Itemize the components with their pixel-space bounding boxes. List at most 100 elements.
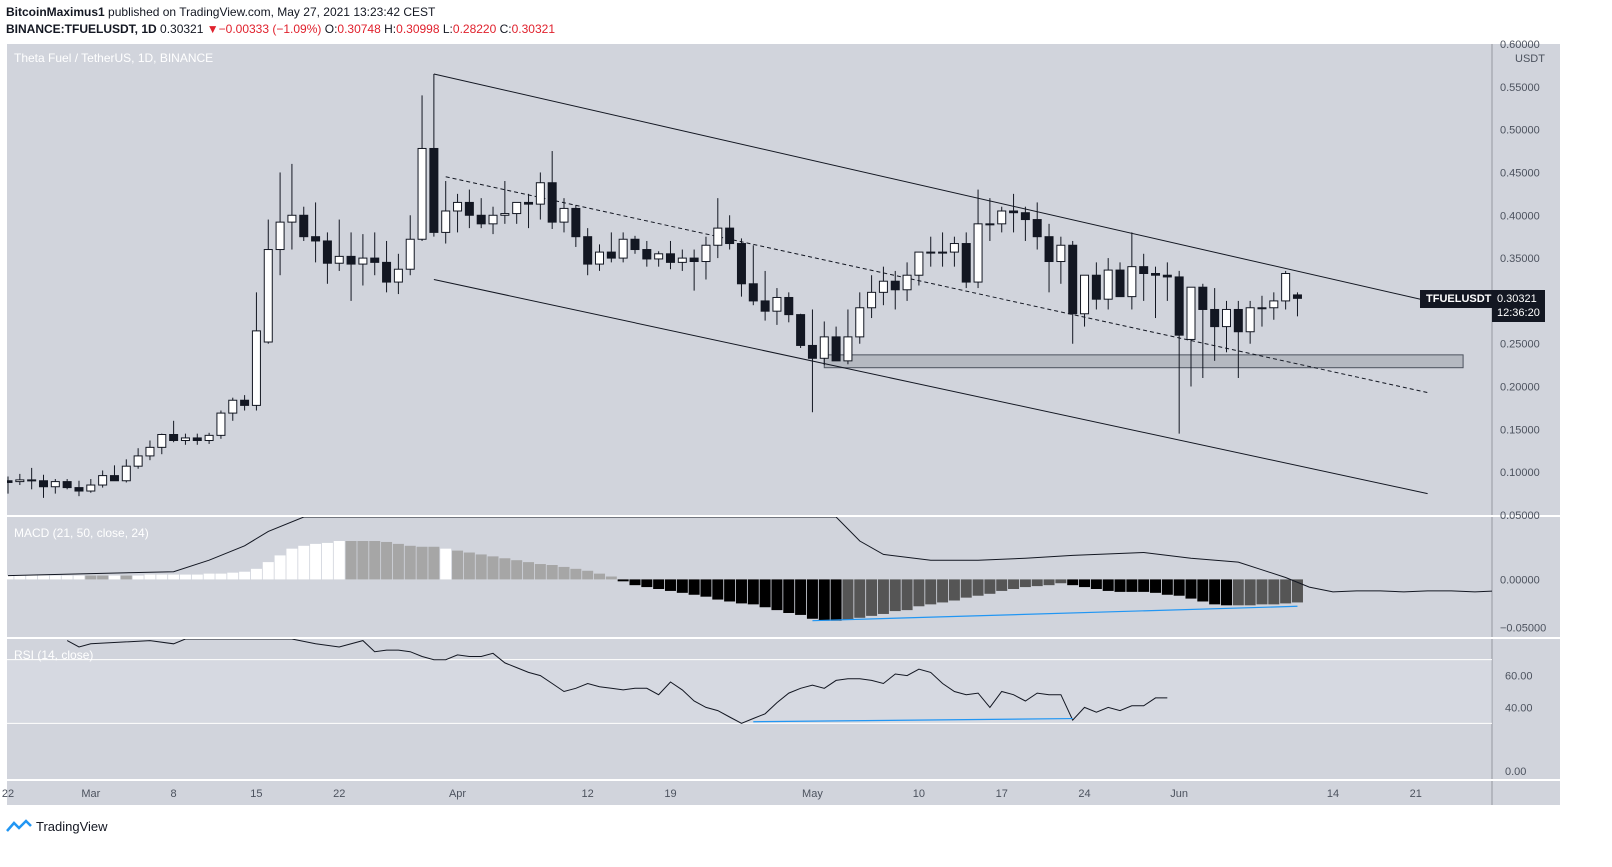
macd-bar-positive — [97, 575, 109, 580]
candle-up — [973, 223, 983, 283]
publish-text: published on TradingView.com, May 27, 20… — [108, 5, 436, 19]
candle-up — [1257, 307, 1267, 310]
macd-bar-positive — [594, 573, 605, 580]
candle-up — [263, 249, 273, 343]
candle-down — [1091, 274, 1101, 300]
macd-bar-positive — [487, 556, 499, 580]
macd-bar-positive — [558, 566, 570, 580]
macd-bar-negative — [664, 579, 676, 591]
candle-up — [228, 399, 238, 414]
rsi-axis-tick: 60.00 — [1505, 671, 1533, 683]
candle-down — [831, 336, 841, 362]
candle-down — [725, 227, 735, 245]
macd-bar-positive — [144, 574, 156, 580]
candle-up — [15, 479, 25, 483]
candle-up — [1221, 308, 1231, 328]
symbol-line: BINANCE:TFUELUSDT, 1D — [6, 22, 157, 36]
rsi-band-fill — [7, 659, 1492, 724]
candle-up — [997, 210, 1007, 225]
price-tag-value: 0.30321 12:36:20 — [1492, 290, 1545, 323]
macd-bar-negative — [818, 579, 830, 621]
low-label: L: — [442, 22, 453, 36]
macd-bar-positive — [156, 574, 168, 580]
candle-down — [62, 481, 72, 489]
macd-bar-negative — [1031, 579, 1043, 587]
candle-down — [1198, 286, 1208, 310]
candle-down — [583, 236, 593, 265]
macd-bar-negative — [641, 579, 653, 588]
candle-up — [393, 268, 403, 283]
candle-down — [7, 480, 13, 483]
candle-up — [512, 201, 522, 215]
candle-down — [630, 238, 640, 251]
macd-bar-negative — [771, 579, 783, 611]
rsi-pane-title: RSI (14, close) — [14, 648, 93, 662]
macd-bar-positive — [534, 564, 546, 580]
macd-bar-positive — [404, 545, 416, 580]
time-axis-tick: 21 — [1410, 788, 1422, 800]
time-axis-bg — [7, 781, 1560, 805]
macd-bar-positive — [215, 573, 227, 580]
macd-bar-negative — [783, 579, 795, 613]
candle-down — [1009, 210, 1019, 214]
macd-bar-negative — [700, 579, 712, 597]
macd-bar-negative — [735, 579, 747, 604]
tradingview-brand: TradingView — [36, 818, 108, 834]
candle-up — [843, 336, 853, 362]
macd-bar-positive — [499, 558, 511, 580]
macd-bar-positive — [511, 560, 523, 580]
macd-bar-positive — [37, 575, 49, 580]
tradingview-logo[interactable]: TradingView — [6, 815, 108, 837]
publish-info: BitcoinMaximus1 published on TradingView… — [6, 5, 435, 19]
macd-bar-negative — [1268, 579, 1280, 605]
channel-upper-line — [433, 73, 1428, 302]
price-axis-tick: 0.20000 — [1500, 382, 1540, 394]
macd-bar-positive — [570, 568, 582, 580]
candle-down — [807, 344, 817, 359]
macd-bar-positive — [523, 562, 535, 580]
macd-bar-positive — [274, 555, 286, 580]
candle-up — [121, 465, 131, 482]
macd-bar-positive — [26, 575, 38, 580]
time-axis-tick: 22 — [2, 788, 14, 800]
macd-bar-negative — [617, 579, 629, 582]
candle-up — [595, 251, 604, 265]
candle-up — [405, 238, 415, 270]
macd-bar-negative — [1079, 579, 1091, 588]
macd-bar-negative — [688, 579, 700, 595]
macd-bar-negative — [1197, 579, 1209, 602]
price-axis-tick: 0.35000 — [1500, 253, 1540, 265]
macd-plot — [7, 517, 1492, 622]
price-tag-symbol: TFUELUSDT — [1420, 290, 1498, 309]
candle-up — [133, 455, 143, 467]
candle-down — [370, 257, 380, 263]
macd-bar-positive — [61, 575, 73, 580]
candle-up — [618, 238, 628, 259]
candle-up — [50, 481, 60, 488]
candle-down — [1233, 308, 1243, 333]
price-axis-tick: 0.45000 — [1500, 167, 1540, 179]
macd-bar-positive — [298, 545, 310, 580]
macd-bar-negative — [1150, 579, 1162, 593]
chart-header: BitcoinMaximus1 published on TradingView… — [6, 0, 1566, 40]
macd-bar-positive — [345, 541, 357, 580]
candle-down — [784, 296, 794, 316]
time-axis-tick: Mar — [81, 788, 100, 800]
candle-up — [251, 330, 261, 406]
candle-down — [547, 182, 557, 223]
time-axis-tick: 14 — [1327, 788, 1339, 800]
open-value: 0.30748 — [337, 22, 381, 36]
candle-down — [74, 487, 84, 492]
time-axis-tick: 17 — [996, 788, 1008, 800]
support-zone — [823, 354, 1464, 369]
author-name[interactable]: BitcoinMaximus1 — [6, 5, 105, 19]
candle-up — [701, 244, 711, 263]
macd-bar-positive — [463, 552, 475, 580]
price-axis-tick: 0.15000 — [1500, 424, 1540, 436]
candle-down — [1162, 274, 1172, 278]
macd-bar-negative — [925, 579, 937, 605]
candle-down — [748, 283, 758, 302]
candle-down — [1020, 212, 1030, 221]
last-price: 0.30321 — [160, 22, 204, 36]
